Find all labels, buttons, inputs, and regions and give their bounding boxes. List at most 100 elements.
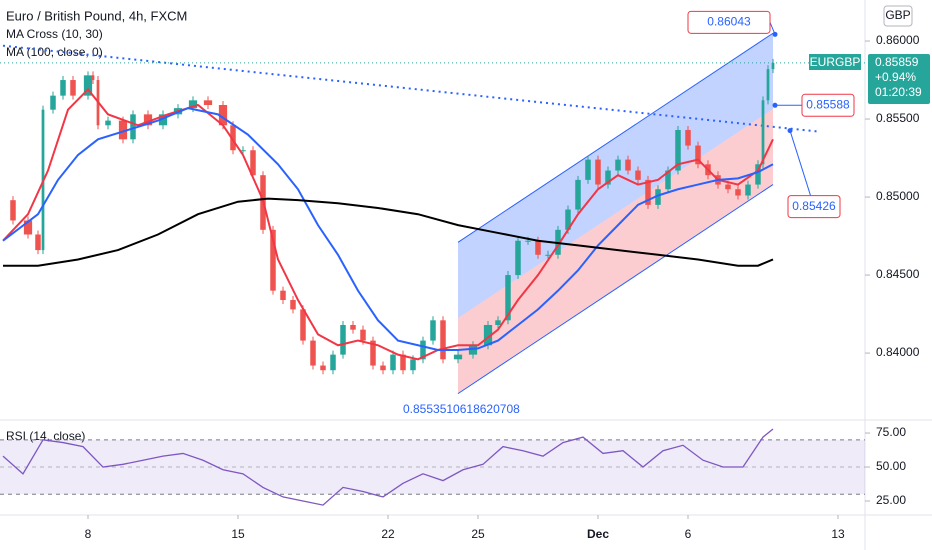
candle: [250, 150, 256, 176]
candle: [515, 240, 521, 276]
candle: [340, 324, 346, 355]
candle: [495, 320, 501, 325]
candle: [23, 220, 33, 235]
candle: [625, 159, 631, 171]
currency[interactable]: GBP: [885, 8, 910, 22]
moving-average: [2, 107, 774, 351]
price-label: 0.86043: [707, 14, 751, 28]
candle: [453, 354, 463, 360]
channel-lower: [457, 184, 774, 395]
price-label-dot: [772, 102, 778, 108]
candle: [380, 365, 386, 371]
candle: [400, 354, 406, 371]
candle: [545, 254, 551, 256]
ticker-change: +0.94%: [875, 70, 916, 84]
x-tick-label: 22: [381, 527, 395, 541]
candle: [645, 179, 651, 205]
x-tick-label: 25: [471, 527, 485, 541]
candle: [370, 340, 376, 366]
y-tick-label: 0.85500: [876, 111, 920, 125]
candle: [70, 80, 76, 96]
candle: [280, 290, 286, 301]
chart-title: Euro / British Pound, 4h, FXCM: [6, 8, 187, 23]
candle: [575, 179, 581, 210]
candle: [240, 150, 246, 152]
candle: [130, 114, 136, 140]
candle: [105, 120, 111, 126]
trendline: [2, 44, 819, 133]
candle: [483, 324, 493, 346]
candle: [310, 340, 316, 366]
rsi-tick-label: 75.00: [876, 425, 906, 439]
moving-average: [2, 87, 774, 361]
candle: [290, 300, 296, 310]
currency-button[interactable]: [883, 5, 913, 27]
price-label-box: [687, 10, 771, 34]
candle: [585, 159, 591, 180]
candle: [143, 114, 153, 126]
candle: [330, 354, 336, 371]
candle: [203, 100, 213, 105]
ticker-countdown: 01:20:39: [875, 85, 922, 99]
price-label: 0.85588: [806, 97, 850, 111]
candle: [430, 320, 436, 341]
candle: [440, 320, 446, 360]
price-label-dot: [772, 31, 778, 37]
indicator-label: MA Cross (10, 30): [6, 27, 103, 41]
candle: [118, 120, 128, 140]
candle: [60, 80, 66, 96]
price-label-box: [787, 195, 841, 219]
candle: [655, 189, 661, 205]
candle: [468, 345, 478, 355]
y-tick-label: 0.84500: [876, 267, 920, 281]
candle: [10, 200, 16, 221]
candle: [230, 125, 236, 151]
candle: [188, 100, 198, 109]
ticker-symbol: EURGBP: [810, 55, 861, 69]
rsi-tick-label: 25.00: [876, 493, 906, 507]
candle: [565, 209, 571, 230]
x-tick-label: 6: [685, 527, 692, 541]
candle: [360, 329, 366, 341]
candle: [390, 354, 396, 371]
ticker-price: 0.85859: [875, 55, 919, 69]
candle: [615, 159, 621, 171]
price-label-leader: [789, 130, 815, 207]
y-tick-label: 0.85000: [876, 189, 920, 203]
channel-upper: [457, 32, 774, 243]
candle: [635, 170, 641, 180]
candle: [685, 129, 691, 146]
price-label-box: [801, 93, 855, 117]
y-tick-label: 0.86000: [876, 33, 920, 47]
candle: [595, 159, 601, 185]
x-tick-label: 15: [231, 527, 245, 541]
candle: [766, 69, 770, 101]
candle: [675, 129, 681, 171]
ticker-tag: [809, 54, 861, 70]
candle: [300, 309, 306, 341]
rsi-line: [2, 428, 774, 506]
candle: [320, 365, 326, 371]
candle: [525, 240, 531, 242]
candle: [665, 170, 671, 190]
candle: [91, 75, 95, 81]
candle: [725, 184, 731, 190]
channel-label: 0.8553510618620708: [403, 402, 520, 416]
y-tick-label: 0.84000: [876, 345, 920, 359]
ticker-tag: [868, 54, 930, 104]
candle: [695, 145, 701, 165]
candle: [771, 62, 775, 70]
candle: [270, 229, 276, 291]
candle: [605, 170, 611, 185]
candle: [735, 189, 741, 196]
candle: [218, 105, 228, 126]
candle: [761, 100, 765, 165]
channel-lower-fill: [458, 108, 773, 394]
candle: [420, 340, 426, 360]
candle: [158, 114, 168, 126]
x-tick-label: 13: [831, 527, 845, 541]
x-tick-label: 8: [85, 527, 92, 541]
candle: [83, 75, 93, 96]
candle: [745, 184, 751, 196]
